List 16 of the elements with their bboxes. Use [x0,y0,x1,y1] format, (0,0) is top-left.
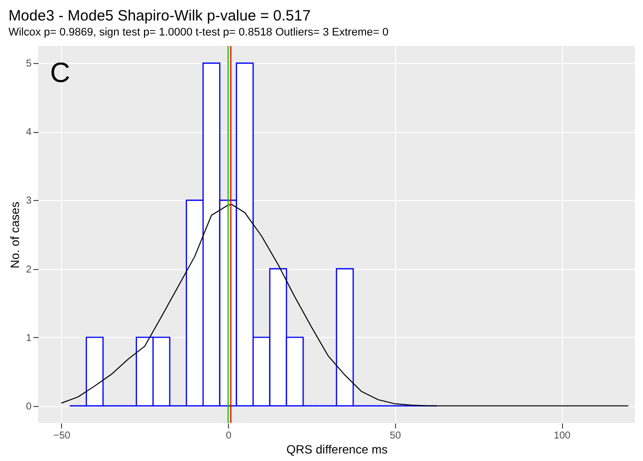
y-tick-label: 5 [26,58,32,70]
x-tick-label: 50 [390,430,402,442]
y-tick-label: 4 [26,127,32,138]
y-tick-label: 2 [26,264,32,276]
y-tick-label: 0 [26,401,32,412]
y-tick-label: 1 [26,332,32,344]
x-tick-label: 100 [554,430,571,442]
x-tick-label: −50 [53,430,71,442]
annotation: C [50,57,70,88]
y-tick-label: 3 [26,196,32,207]
chart-title: Mode3 - Mode5 Shapiro-Wilk p-value = 0.517 [8,7,311,24]
x-axis-title: QRS difference ms [286,442,388,456]
chart-subtitle: Wilcox p= 0.9869, sign test p= 1.0000 t-test p= 0.8518 Outliers= 3 Extreme= 0 [8,26,388,38]
x-tick-label: 0 [226,430,232,442]
line-series [60,204,629,406]
y-axis-title: No. of cases [8,202,22,268]
